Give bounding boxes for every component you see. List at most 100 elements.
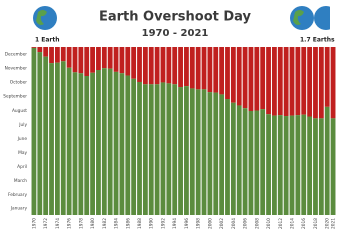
- bar-remainder: [207, 47, 213, 93]
- x-tick-label: 2020: [325, 218, 331, 229]
- y-tick-label: June: [17, 136, 28, 142]
- bar: [283, 116, 289, 215]
- bar-remainder: [330, 47, 336, 119]
- bar: [272, 115, 277, 215]
- bar-remainder: [295, 47, 301, 116]
- x-tick-label: 2006: [243, 218, 249, 229]
- bar-remainder: [195, 47, 201, 90]
- y-tick-label: December: [5, 52, 28, 58]
- bar-remainder: [54, 47, 60, 63]
- x-tick-label: 1986: [125, 218, 131, 229]
- bar-remainder: [277, 47, 283, 116]
- y-tick-label: January: [10, 205, 28, 211]
- y-tick-label: November: [5, 66, 28, 72]
- bar: [31, 47, 37, 215]
- chart: Earth Overshoot Day 1970 - 2021 1 Earth …: [3, 5, 350, 229]
- bar-remainder: [84, 47, 90, 76]
- y-tick-label: February: [8, 192, 27, 198]
- y-tick-label: September: [3, 94, 27, 100]
- bar-remainder: [119, 47, 125, 74]
- bar-remainder: [96, 47, 101, 71]
- bar-remainder: [213, 47, 219, 93]
- bar: [330, 118, 336, 215]
- x-tick-label: 1970: [31, 218, 37, 229]
- bar: [301, 114, 307, 215]
- bar-remainder: [254, 47, 260, 111]
- bar: [113, 71, 119, 215]
- x-tick-label: 1998: [196, 218, 202, 229]
- bar-remainder: [313, 47, 318, 119]
- bar: [254, 110, 260, 215]
- bar-remainder: [31, 47, 37, 48]
- bar: [148, 84, 154, 215]
- bar: [37, 52, 43, 215]
- bar: [107, 68, 113, 215]
- bar-remainder: [201, 47, 207, 90]
- bar: [230, 102, 236, 215]
- bar-remainder: [324, 47, 330, 107]
- y-tick-label: April: [17, 164, 27, 170]
- x-tick-label: 1988: [137, 218, 143, 229]
- bar: [60, 61, 66, 215]
- bar: [137, 81, 142, 215]
- x-tick-label: 2014: [290, 218, 296, 229]
- x-tick-label: 1994: [172, 218, 178, 229]
- bar-remainder: [142, 47, 148, 85]
- bar: [295, 115, 301, 215]
- bar: [49, 63, 54, 215]
- bar: [189, 88, 195, 215]
- bar-remainder: [148, 47, 154, 85]
- bar: [142, 84, 148, 215]
- bar-remainder: [172, 47, 178, 85]
- bar-remainder: [178, 47, 183, 88]
- bar: [318, 118, 324, 215]
- bar-remainder: [248, 47, 254, 111]
- bar-remainder: [43, 47, 49, 57]
- bar-remainder: [37, 47, 43, 53]
- bar-remainder: [236, 47, 242, 106]
- bar-remainder: [131, 47, 137, 79]
- x-tick-label: 2012: [278, 218, 284, 229]
- bar: [324, 106, 330, 215]
- bar-remainder: [307, 47, 313, 117]
- x-tick-label: 2008: [254, 218, 260, 229]
- bar: [54, 62, 60, 215]
- bar: [225, 99, 230, 215]
- bar-remainder: [301, 47, 307, 115]
- bar-remainder: [66, 47, 72, 68]
- globe-icon: [33, 6, 57, 30]
- bar-remainder: [289, 47, 295, 116]
- bar-remainder: [266, 47, 271, 115]
- bar: [289, 115, 295, 215]
- x-tick-label: 2016: [301, 218, 307, 229]
- bar: [90, 72, 95, 215]
- bar: [313, 118, 318, 215]
- bar-remainder: [242, 47, 248, 109]
- bar: [84, 75, 90, 216]
- bar: [213, 92, 219, 215]
- bar: [154, 84, 160, 215]
- bar-remainder: [113, 47, 119, 72]
- x-tick-label: 1974: [55, 218, 61, 229]
- bar-remainder: [230, 47, 236, 103]
- x-tick-label: 1972: [43, 218, 49, 229]
- bar: [236, 105, 242, 215]
- bar: [43, 56, 49, 215]
- bar-remainder: [125, 47, 131, 76]
- bar-remainder: [318, 47, 324, 119]
- bar-remainder: [107, 47, 113, 69]
- chart-title: Earth Overshoot Day: [99, 10, 252, 25]
- bar-remainder: [189, 47, 195, 89]
- chart-subtitle: 1970 - 2021: [142, 28, 209, 39]
- bar-remainder: [283, 47, 289, 117]
- x-tick-label: 1982: [102, 218, 108, 229]
- globe-icon: [290, 5, 350, 31]
- bar: [160, 82, 166, 215]
- x-tick-label: 1978: [78, 218, 84, 229]
- x-tick-label: 2010: [266, 218, 272, 229]
- bar: [66, 67, 72, 215]
- bar: [207, 92, 213, 215]
- x-tick-label: 1992: [160, 218, 166, 229]
- y-tick-label: July: [18, 122, 27, 128]
- bar: [219, 94, 225, 215]
